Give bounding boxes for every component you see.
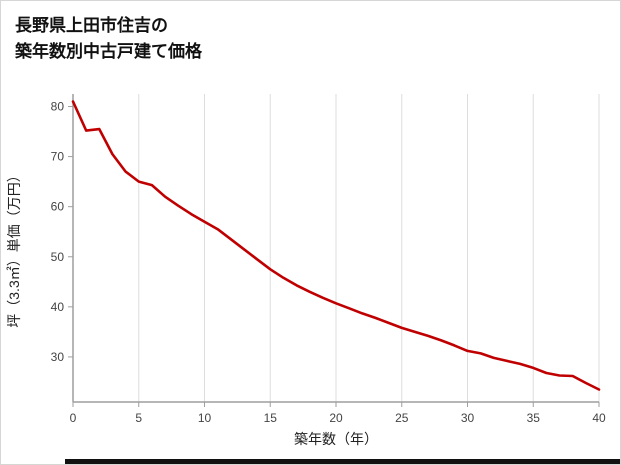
x-tick-label: 30 xyxy=(461,411,475,425)
price-line xyxy=(71,100,601,391)
y-tick-label: 60 xyxy=(51,200,65,214)
x-tick-label: 10 xyxy=(198,411,212,425)
chart-title-line1: 長野県上田市住吉の xyxy=(15,16,168,35)
line-chart: 0 5 10 15 20 25 30 35 40 30 40 50 60 70 80 築年数（年） 坪（3.3㎡… xyxy=(6,94,606,447)
x-tick-label: 20 xyxy=(329,411,343,425)
y-tick-label: 70 xyxy=(51,150,65,164)
x-tick-label: 40 xyxy=(592,411,606,425)
y-tick-label: 30 xyxy=(51,350,65,364)
y-tick-label: 50 xyxy=(51,250,65,264)
y-tick-label: 40 xyxy=(51,300,65,314)
y-axis-title: 坪（3.3㎡）単価（万円） xyxy=(6,168,22,327)
chart-title-line2: 築年数別中古戸建て価格 xyxy=(15,41,202,61)
x-tick-label: 0 xyxy=(70,411,77,425)
x-tick-label: 35 xyxy=(527,411,541,425)
x-tick-label: 25 xyxy=(395,411,409,425)
y-tick-label: 80 xyxy=(51,100,65,114)
x-tick-label: 15 xyxy=(264,411,278,425)
bottom-cropped-bar xyxy=(65,459,620,464)
chart-title: 長野県上田市住吉の 築年数別中古戸建て価格 xyxy=(1,1,620,64)
x-tick-label: 5 xyxy=(135,411,142,425)
x-axis-title: 築年数（年） xyxy=(294,431,378,447)
